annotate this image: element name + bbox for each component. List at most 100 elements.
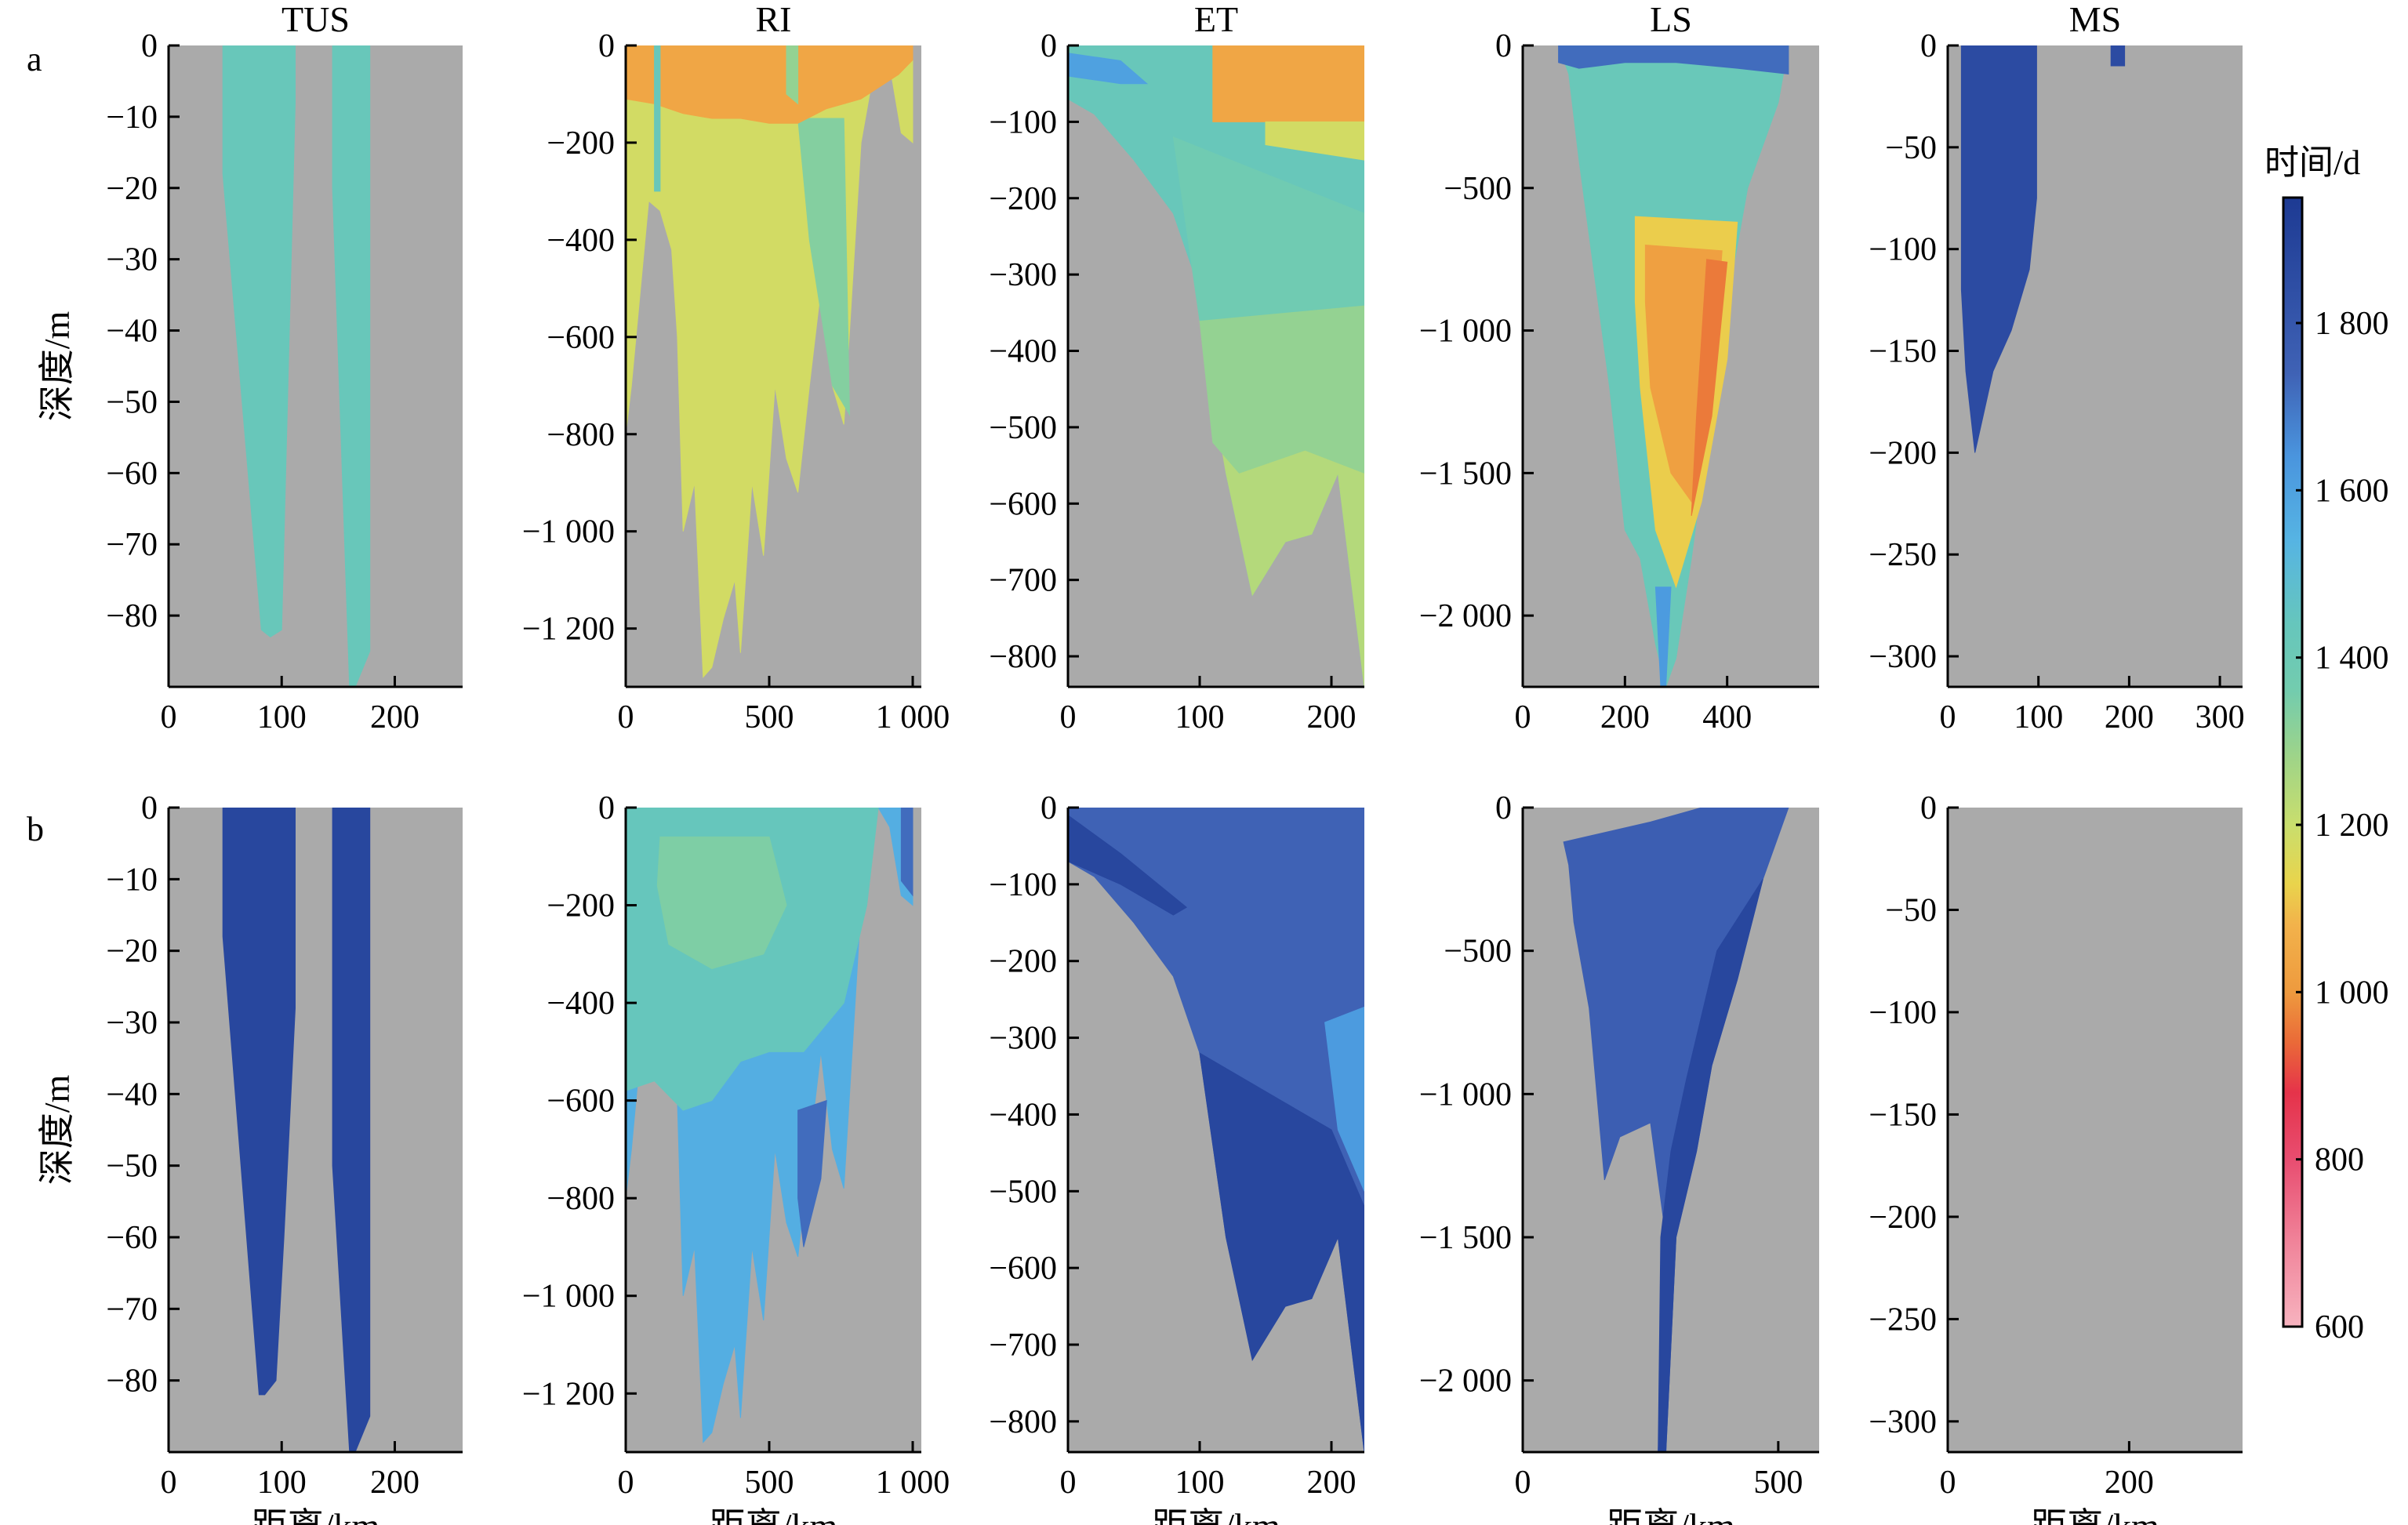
y-tick-label: −150 [1869, 1097, 1937, 1133]
y-tick-label: −70 [106, 527, 158, 563]
contour-region [1558, 45, 1789, 74]
colorbar-tick-label: 1 400 [2315, 641, 2389, 677]
plot-area [1948, 808, 2243, 1452]
plot-area [169, 45, 463, 687]
y-tick-label: −600 [989, 1251, 1057, 1287]
y-tick-label: −150 [1869, 334, 1937, 370]
x-axis-label: 距离/km [710, 1506, 838, 1525]
y-axis-label: 深度/m [37, 1075, 77, 1186]
panel-title: LS [1650, 0, 1692, 39]
colorbar-tick-label: 1 600 [2315, 473, 2389, 509]
colorbar-tick-label: 800 [2315, 1142, 2364, 1178]
y-tick-label: −10 [106, 862, 158, 898]
contour-region [222, 45, 296, 638]
colorbar: 600 800 1 000 1 200 1 400 1 600 1 800 时间/d [2265, 143, 2389, 1345]
y-tick-label: −200 [547, 888, 615, 924]
contour-region [656, 836, 787, 970]
y-tick-label: −400 [547, 986, 615, 1022]
colorbar-tick-label: 1 200 [2315, 808, 2389, 844]
y-tick-label: −200 [1869, 435, 1937, 471]
panel-a-4: 0 −500 −1 000 −1 500 −2 000 0 200 400 LS [1419, 0, 1819, 735]
y-tick-label: −600 [989, 486, 1057, 522]
y-tick-label: −1 000 [1419, 314, 1512, 350]
y-tick-label: −40 [106, 1077, 158, 1113]
colorbar-tick-label: 600 [2315, 1309, 2364, 1345]
y-tick-label: −30 [106, 242, 158, 278]
x-tick-label: 200 [2105, 1465, 2154, 1501]
y-tick-label: −400 [989, 1097, 1057, 1133]
x-tick-label: 500 [1753, 1465, 1803, 1501]
y-tick-label: −500 [1444, 171, 1512, 207]
contour-region [654, 45, 661, 192]
colorbar-tick-label: 1 000 [2315, 975, 2389, 1011]
y-tick-label: −500 [989, 1174, 1057, 1210]
x-tick-label: 500 [745, 1465, 794, 1501]
y-tick-label: −80 [106, 598, 158, 634]
y-tick-label: −800 [989, 639, 1057, 675]
panel-b-5: 0−50−100−150−200−250−3000200距离/km [1869, 790, 2243, 1525]
y-tick-label: −600 [547, 320, 615, 356]
colorbar-label: 时间/d [2265, 143, 2360, 182]
y-tick-label: −100 [989, 104, 1057, 140]
contour-region [1658, 879, 1763, 1452]
y-tick-label: −1 200 [522, 612, 615, 648]
x-tick-label: 0 [1515, 1465, 1531, 1501]
y-tick-label: −1 000 [1419, 1077, 1512, 1113]
x-tick-label: 200 [370, 1465, 419, 1501]
panel-b-2: 0 −200 −400 −600 −800 −1 000 −1 200 0 500 1 000 距离… [522, 790, 950, 1525]
contour-region [332, 45, 371, 687]
y-tick-label: 0 [1495, 790, 1512, 826]
panel-a-2: 0 −200 −400 −600 −800 −1 000 −1 200 0 500 1 000 RI [522, 0, 950, 735]
x-tick-label: 0 [161, 1465, 177, 1501]
contour-region [1324, 1006, 1364, 1192]
y-tick-label: 0 [1041, 790, 1057, 826]
y-tick-label: −200 [547, 125, 615, 162]
y-tick-label: −20 [106, 934, 158, 970]
y-tick-label: −300 [1869, 639, 1937, 675]
y-tick-label: −1 000 [522, 514, 615, 550]
contour-region [1654, 586, 1672, 687]
x-tick-label: 100 [257, 699, 307, 735]
x-tick-label: 100 [1175, 1465, 1225, 1501]
x-tick-label: 100 [257, 1465, 307, 1501]
y-tick-label: 0 [1920, 790, 1937, 826]
row-label-b: b [27, 810, 44, 848]
x-tick-label: 0 [618, 1465, 634, 1501]
x-tick-label: 0 [1060, 699, 1077, 735]
contour-region [797, 1099, 827, 1247]
y-tick-label: −10 [106, 100, 158, 136]
y-tick-label: −300 [989, 1021, 1057, 1057]
contour-region [222, 808, 296, 1396]
y-tick-label: −100 [1869, 232, 1937, 268]
y-tick-label: 0 [1495, 28, 1512, 64]
x-axis-label: 距离/km [2031, 1506, 2159, 1525]
y-tick-label: −80 [106, 1363, 158, 1400]
panel-b-1: 0 −10 −20 −30 −40 −50 −60 −70 −80 0 100 200 距离/km 深度/… [37, 790, 463, 1525]
x-axis-label: 距离/km [1607, 1506, 1735, 1525]
x-tick-label: 1 000 [876, 1465, 950, 1501]
x-axis-label: 距离/km [1152, 1506, 1280, 1525]
panel-title: TUS [281, 0, 350, 39]
plot-area [169, 808, 463, 1452]
y-tick-label: 0 [141, 790, 158, 826]
y-tick-label: −250 [1869, 537, 1937, 573]
y-tick-label: −50 [106, 384, 158, 420]
panels: 0−10−20−30−40−50−60−70−800 100 200TUS深度/m0… [37, 0, 2245, 1525]
contour-region [1691, 259, 1728, 517]
y-tick-label: −200 [1869, 1200, 1937, 1236]
x-tick-label: 200 [1307, 1465, 1357, 1501]
contour-region [1068, 53, 1149, 85]
x-tick-label: 1 000 [876, 699, 950, 735]
x-tick-label: 0 [1940, 1465, 1956, 1501]
y-tick-label: −100 [989, 867, 1057, 903]
y-tick-label: −1 500 [1419, 1220, 1512, 1256]
contour-region [332, 808, 371, 1452]
y-tick-label: −200 [989, 944, 1057, 980]
x-tick-label: 500 [745, 699, 794, 735]
y-tick-label: −30 [106, 1005, 158, 1041]
y-tick-label: −800 [989, 1404, 1057, 1440]
y-tick-label: 0 [598, 790, 615, 826]
y-tick-label: −60 [106, 456, 158, 492]
